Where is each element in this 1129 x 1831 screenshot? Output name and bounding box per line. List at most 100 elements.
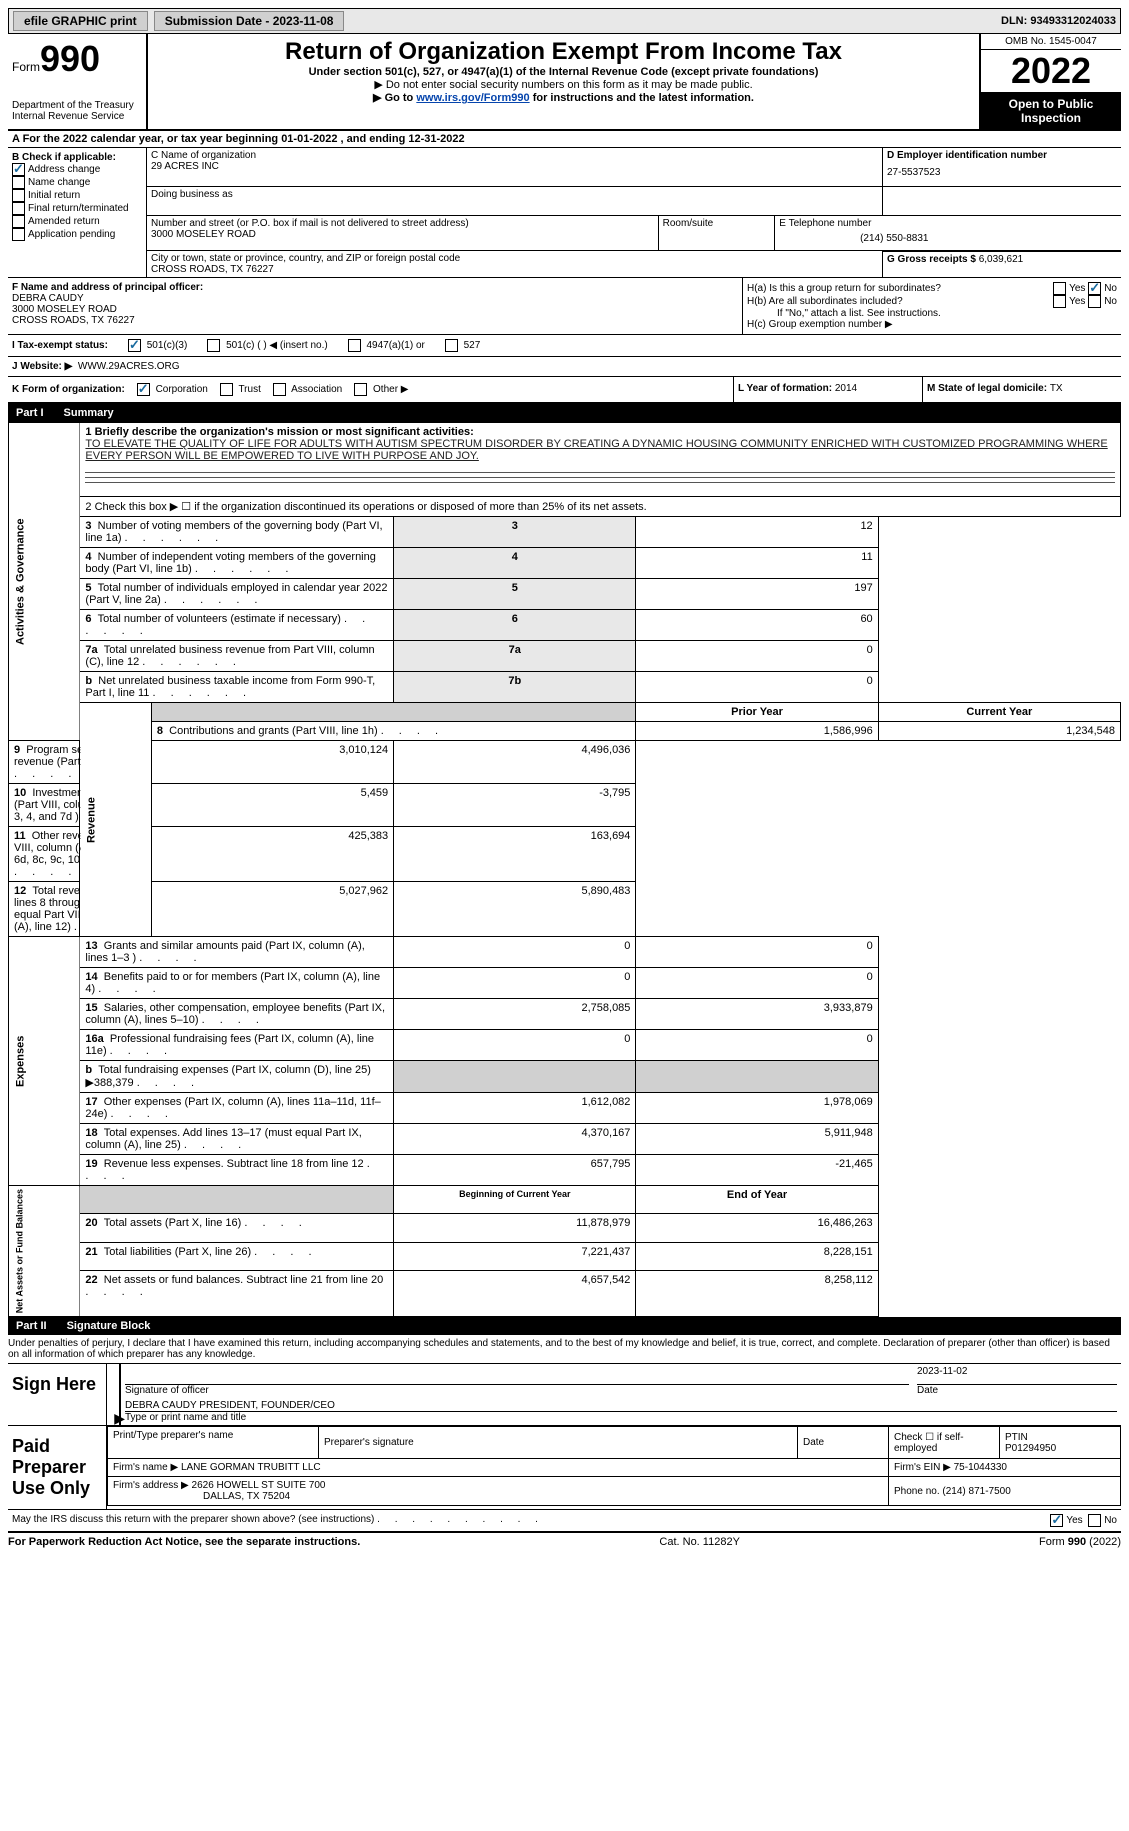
cb-trust[interactable] <box>220 383 233 396</box>
cb-hb-no[interactable] <box>1088 295 1101 308</box>
cb-address-change[interactable] <box>12 163 25 176</box>
table-row: 6 Total number of volunteers (estimate i… <box>9 610 1121 641</box>
tax-exempt-label: I Tax-exempt status: <box>12 340 108 351</box>
hc-label: H(c) Group exemption number ▶ <box>747 319 1117 330</box>
cb-527[interactable] <box>445 339 458 352</box>
cb-ha-yes[interactable] <box>1053 282 1066 295</box>
website-label: J Website: ▶ <box>12 361 72 372</box>
cb-other[interactable] <box>354 383 367 396</box>
officer-name: DEBRA CAUDY <box>12 293 738 304</box>
cb-name-change[interactable] <box>12 176 25 189</box>
hb-note: If "No," attach a list. See instructions… <box>747 308 1117 319</box>
firm-name: LANE GORMAN TRUBITT LLC <box>181 1462 321 1473</box>
self-employed: Check ☐ if self-employed <box>889 1427 1000 1459</box>
firm-addr1: 2626 HOWELL ST SUITE 700 <box>192 1480 326 1491</box>
sig-date: 2023-11-02 <box>917 1366 1117 1385</box>
state-domicile: TX <box>1050 383 1063 394</box>
table-row: 22 Net assets or fund balances. Subtract… <box>9 1270 1121 1316</box>
cb-hb-yes[interactable] <box>1053 295 1066 308</box>
phone-value: (214) 550-8831 <box>779 229 1009 248</box>
dept-treasury: Department of the Treasury <box>12 100 142 111</box>
signature-block: Under penalties of perjury, I declare th… <box>8 1335 1121 1533</box>
ein-label: D Employer identification number <box>887 150 1117 161</box>
line1-label: 1 Briefly describe the organization's mi… <box>85 426 1115 438</box>
org-name-label: C Name of organization <box>151 150 878 161</box>
dba-label: Doing business as <box>151 189 878 200</box>
side-netassets: Net Assets or Fund Balances <box>9 1186 80 1317</box>
gross-label: G Gross receipts $ <box>887 254 976 265</box>
cb-initial-return[interactable] <box>12 189 25 202</box>
part2-header: Part II Signature Block <box>8 1317 1121 1335</box>
sign-here-label: Sign Here <box>8 1364 107 1425</box>
cb-corp[interactable] <box>137 383 150 396</box>
irs-label: Internal Revenue Service <box>12 111 142 122</box>
tax-year: 2022 <box>981 50 1121 93</box>
table-row: 8 Contributions and grants (Part VIII, l… <box>9 722 1121 741</box>
gross-value: 6,039,621 <box>979 254 1024 265</box>
city-value: CROSS ROADS, TX 76227 <box>151 264 878 275</box>
firm-ein-label: Firm's EIN ▶ <box>894 1462 951 1473</box>
form-org-label: K Form of organization: <box>12 384 125 395</box>
ptin-value: P01294950 <box>1005 1443 1115 1454</box>
open-public-badge: Open to Public Inspection <box>981 93 1121 129</box>
firm-name-label: Firm's name ▶ <box>113 1462 178 1473</box>
org-name: 29 ACRES INC <box>151 161 878 172</box>
form-instr-1: ▶ Do not enter social security numbers o… <box>148 78 979 91</box>
year-formation-label: L Year of formation: <box>738 383 835 394</box>
table-row: 19 Revenue less expenses. Subtract line … <box>9 1155 1121 1186</box>
summary-table: Activities & Governance 1 Briefly descri… <box>8 422 1121 1317</box>
table-row: 21 Total liabilities (Part X, line 26) .… <box>9 1242 1121 1270</box>
officer-title: DEBRA CAUDY PRESIDENT, FOUNDER/CEO <box>125 1400 1117 1412</box>
table-row: 17 Other expenses (Part IX, column (A), … <box>9 1093 1121 1124</box>
efile-print-button[interactable]: efile GRAPHIC print <box>13 11 148 31</box>
table-row: b Total fundraising expenses (Part IX, c… <box>9 1061 1121 1093</box>
form-header: Form990 Department of the Treasury Inter… <box>8 34 1121 131</box>
form-ref: Form 990 (2022) <box>1039 1536 1121 1548</box>
mission-text: TO ELEVATE THE QUALITY OF LIFE FOR ADULT… <box>85 438 1115 462</box>
form-instr-link[interactable]: www.irs.gov/Form990 <box>416 92 529 104</box>
sig-officer-label: Signature of officer <box>125 1385 909 1396</box>
phone-label: E Telephone number <box>779 218 1009 229</box>
city-label: City or town, state or province, country… <box>151 253 878 264</box>
table-row: 10 Investment income (Part VIII, column … <box>9 784 1121 827</box>
table-row: 9 Program service revenue (Part VIII, li… <box>9 741 1121 784</box>
pra-notice: For Paperwork Reduction Act Notice, see … <box>8 1536 360 1548</box>
form-number: 990 <box>40 38 100 79</box>
form-instr-2-pre: ▶ Go to <box>373 92 416 104</box>
side-activities: Activities & Governance <box>9 423 80 741</box>
officer-addr2: CROSS ROADS, TX 76227 <box>12 315 738 326</box>
prep-sig-label: Preparer's signature <box>324 1437 792 1448</box>
end-year-header: End of Year <box>636 1186 878 1214</box>
ha-label: H(a) Is this a group return for subordin… <box>747 283 941 294</box>
cb-app-pending[interactable] <box>12 228 25 241</box>
part1-header: Part I Summary <box>8 404 1121 422</box>
beg-year-header: Beginning of Current Year <box>394 1186 636 1214</box>
form-label: Form <box>12 60 40 74</box>
cb-amended[interactable] <box>12 215 25 228</box>
table-row: 3 Number of voting members of the govern… <box>9 517 1121 548</box>
perjury-text: Under penalties of perjury, I declare th… <box>8 1335 1121 1364</box>
firm-phone-label: Phone no. <box>894 1486 940 1497</box>
table-row: 14 Benefits paid to or for members (Part… <box>9 968 1121 999</box>
officer-label: F Name and address of principal officer: <box>12 282 738 293</box>
cb-assoc[interactable] <box>273 383 286 396</box>
website-value: WWW.29ACRES.ORG <box>78 361 180 372</box>
cb-final-return[interactable] <box>12 202 25 215</box>
firm-ein: 75-1044330 <box>954 1462 1007 1473</box>
cb-discuss-yes[interactable] <box>1050 1514 1063 1527</box>
part2-label: Part II <box>16 1320 47 1332</box>
officer-addr1: 3000 MOSELEY ROAD <box>12 304 738 315</box>
table-row: 4 Number of independent voting members o… <box>9 548 1121 579</box>
cb-501c[interactable] <box>207 339 220 352</box>
section-a-calendar: A For the 2022 calendar year, or tax yea… <box>8 131 1121 148</box>
cb-discuss-no[interactable] <box>1088 1514 1101 1527</box>
form-subtitle: Under section 501(c), 527, or 4947(a)(1)… <box>148 66 979 78</box>
submission-date-label: Submission Date - 2023-11-08 <box>154 11 345 31</box>
cb-501c3[interactable] <box>128 339 141 352</box>
cb-ha-no[interactable] <box>1088 282 1101 295</box>
prior-year-header: Prior Year <box>636 703 878 722</box>
sig-date-label: Date <box>917 1385 1117 1396</box>
ein-value: 27-5537523 <box>887 161 1117 184</box>
cb-4947[interactable] <box>348 339 361 352</box>
table-row: 12 Total revenue—add lines 8 through 11 … <box>9 882 1121 937</box>
